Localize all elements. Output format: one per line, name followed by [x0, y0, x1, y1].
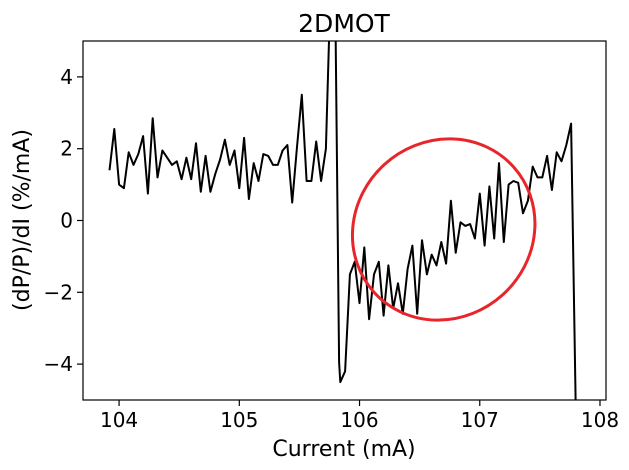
- y-tick-label: −4: [44, 352, 73, 376]
- annotation-ellipse-0: [350, 137, 537, 322]
- x-tick-label: 106: [340, 408, 378, 432]
- plot-frame: [82, 40, 607, 401]
- x-tick-label: 108: [581, 408, 619, 432]
- x-tick-label: 104: [100, 408, 138, 432]
- y-tick-label: 2: [60, 137, 73, 161]
- x-tick-label: 105: [220, 408, 258, 432]
- x-tick-label: 107: [461, 408, 499, 432]
- y-tick-label: 4: [60, 65, 73, 89]
- y-axis-label: (dP/P)/dI (%/mA): [10, 129, 35, 311]
- chart-title: 2DMOT: [298, 9, 390, 38]
- y-tick-label: 0: [60, 209, 73, 233]
- y-tick-label: −2: [44, 280, 73, 304]
- series-line-0: [108, 41, 577, 400]
- x-axis-label: Current (mA): [272, 437, 415, 462]
